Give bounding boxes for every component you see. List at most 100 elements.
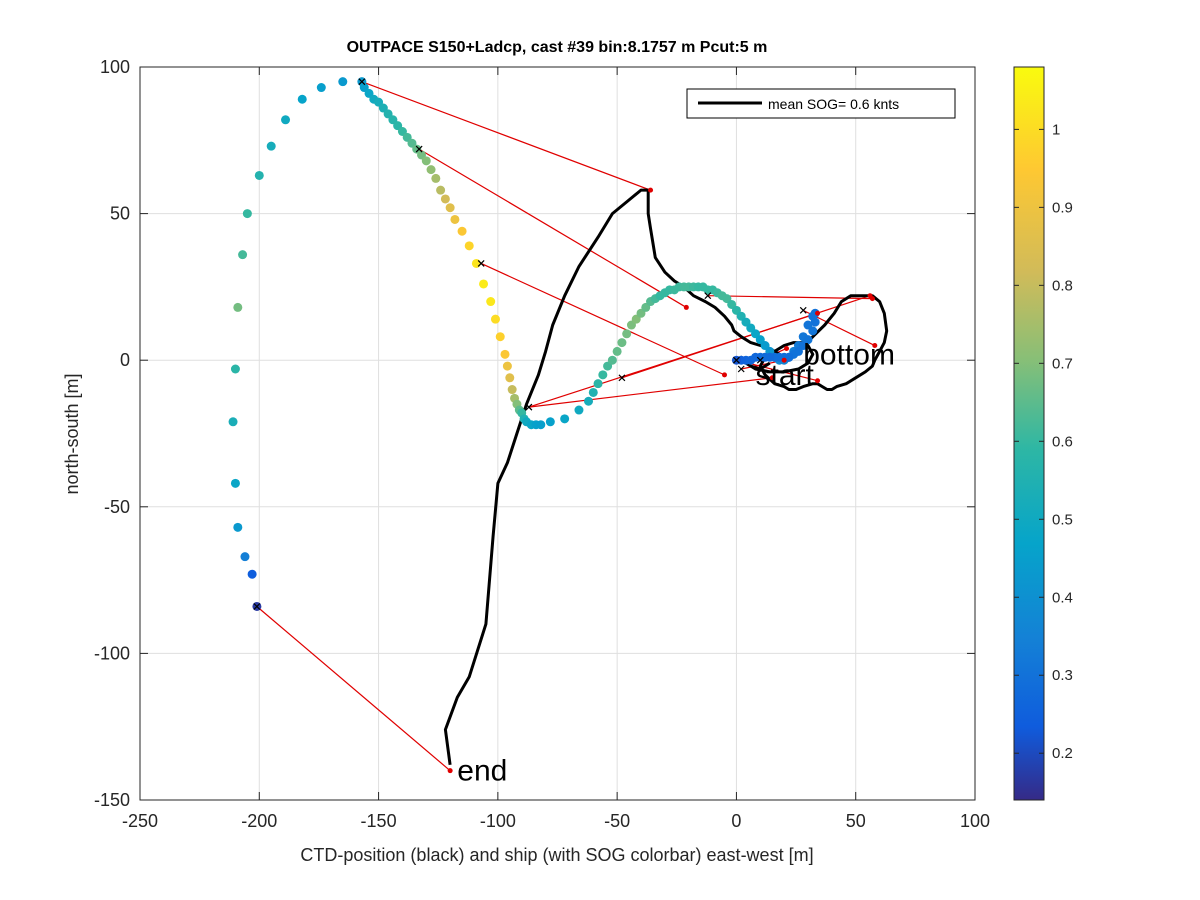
y-tick-label: 0 <box>120 350 130 370</box>
ship-point <box>502 361 512 371</box>
ship-point <box>505 373 515 383</box>
annotations: start bottom end <box>457 338 895 787</box>
ship-point <box>584 396 594 406</box>
ctd-connection-marker <box>447 768 453 774</box>
y-tick-label: -100 <box>94 643 130 663</box>
connection-line <box>418 148 687 308</box>
x-tick-label: -200 <box>241 811 277 831</box>
ship-point <box>426 165 436 175</box>
ship-point <box>598 370 608 380</box>
ship-point <box>574 405 584 415</box>
chart-title: OUTPACE S150+Ladcp, cast #39 bin:8.1757 … <box>347 39 768 56</box>
x-tick-label: -150 <box>361 811 397 831</box>
ship-point <box>316 83 326 93</box>
ship-point <box>436 185 446 195</box>
connection-line <box>528 377 773 408</box>
colorbar-ticks: 0.2 0.3 0.4 0.5 0.6 0.7 0.8 0.9 1 <box>1014 121 1073 762</box>
ctd-connection-marker <box>722 372 727 378</box>
ctd-connection-marker <box>815 378 821 384</box>
connection-markers <box>253 78 878 774</box>
x-tick-label: -50 <box>604 811 630 831</box>
ctd-connection-marker <box>683 304 689 310</box>
connection-line <box>361 81 651 191</box>
y-tick-label: -150 <box>94 790 130 810</box>
grid-lines <box>140 67 975 800</box>
y-axis-label: north-south [m] <box>62 373 82 494</box>
ship-point <box>242 209 252 219</box>
ship-point <box>495 332 505 342</box>
ship-point <box>228 417 238 427</box>
ship-point <box>445 203 455 213</box>
x-tick-label: 50 <box>846 811 866 831</box>
ship-connection-marker <box>704 292 712 300</box>
ship-connection-marker <box>756 356 764 364</box>
ship-point <box>500 349 510 359</box>
y-tick-label: 50 <box>110 204 130 224</box>
annotation-end: end <box>457 755 507 788</box>
colorbar-tick-label: 0.4 <box>1052 589 1073 606</box>
ship-point <box>247 569 257 579</box>
ship-connection-marker <box>733 356 740 364</box>
colorbar-tick-label: 0.7 <box>1052 355 1073 372</box>
ctd-connection-marker <box>648 187 654 193</box>
colorbar-tick-label: 0.8 <box>1052 277 1073 294</box>
ship-point <box>230 364 240 374</box>
x-tick-label: -100 <box>480 811 516 831</box>
ship-point <box>440 194 450 204</box>
ctd-track-line <box>443 188 889 765</box>
ctd-connection-marker <box>769 375 775 381</box>
x-tick-label: 100 <box>960 811 990 831</box>
ship-point <box>490 314 500 324</box>
ship-point <box>464 241 474 251</box>
colorbar-tick-label: 0.6 <box>1052 433 1073 450</box>
ship-point <box>545 417 555 427</box>
ctd-connection-marker <box>872 343 878 349</box>
colorbar-gradient <box>1013 66 1045 801</box>
ship-connection-marker <box>525 403 533 411</box>
ctd-connection-marker <box>781 357 787 363</box>
ship-point <box>536 420 546 430</box>
ship-point <box>588 387 598 397</box>
legend-label: mean SOG= 0.6 knts <box>768 96 899 112</box>
ship-connection-marker <box>737 365 745 373</box>
ship-point <box>233 302 243 312</box>
x-tick-label: -250 <box>122 811 158 831</box>
ship-point <box>431 173 441 183</box>
colorbar-tick-label: 1 <box>1052 121 1060 138</box>
colorbar-tick-label: 0.9 <box>1052 199 1073 216</box>
plot-background <box>140 67 975 800</box>
ship-point <box>471 258 481 268</box>
ship-connection-marker <box>358 78 366 86</box>
ship-point <box>612 346 622 356</box>
colorbar-tick-label: 0.5 <box>1052 511 1073 528</box>
annotation-bottom: bottom <box>803 338 895 371</box>
ship-point <box>266 141 276 151</box>
ship-point <box>421 156 431 166</box>
plot-frame <box>139 66 976 801</box>
ship-point <box>254 170 264 180</box>
connection-line <box>621 295 871 379</box>
connection-line <box>256 606 451 772</box>
ship-point <box>486 297 496 307</box>
connection-lines <box>256 81 876 772</box>
ship-point <box>297 94 307 104</box>
legend: mean SOG= 0.6 knts <box>686 88 956 119</box>
axis-ticks: -250 -200 -150 -100 -50 0 50 100 -150 -100 -50 0 50 1… <box>94 57 990 831</box>
colorbar-tick-label: 0.3 <box>1052 667 1073 684</box>
ship-point <box>338 77 348 87</box>
ship-point <box>808 326 818 336</box>
ctd-connection-marker <box>784 345 790 351</box>
x-tick-label: 0 <box>731 811 741 831</box>
ship-point <box>617 338 627 348</box>
ship-point <box>233 522 243 532</box>
ship-connection-marker <box>477 260 485 267</box>
ship-point <box>622 329 632 339</box>
ship-point <box>560 414 570 424</box>
ship-track-points <box>228 77 820 611</box>
colorbar-tick-label: 0.2 <box>1052 745 1073 762</box>
ship-connection-marker <box>618 374 626 382</box>
ship-point <box>607 355 617 365</box>
y-tick-label: -50 <box>104 497 130 517</box>
y-tick-label: 100 <box>100 57 130 77</box>
